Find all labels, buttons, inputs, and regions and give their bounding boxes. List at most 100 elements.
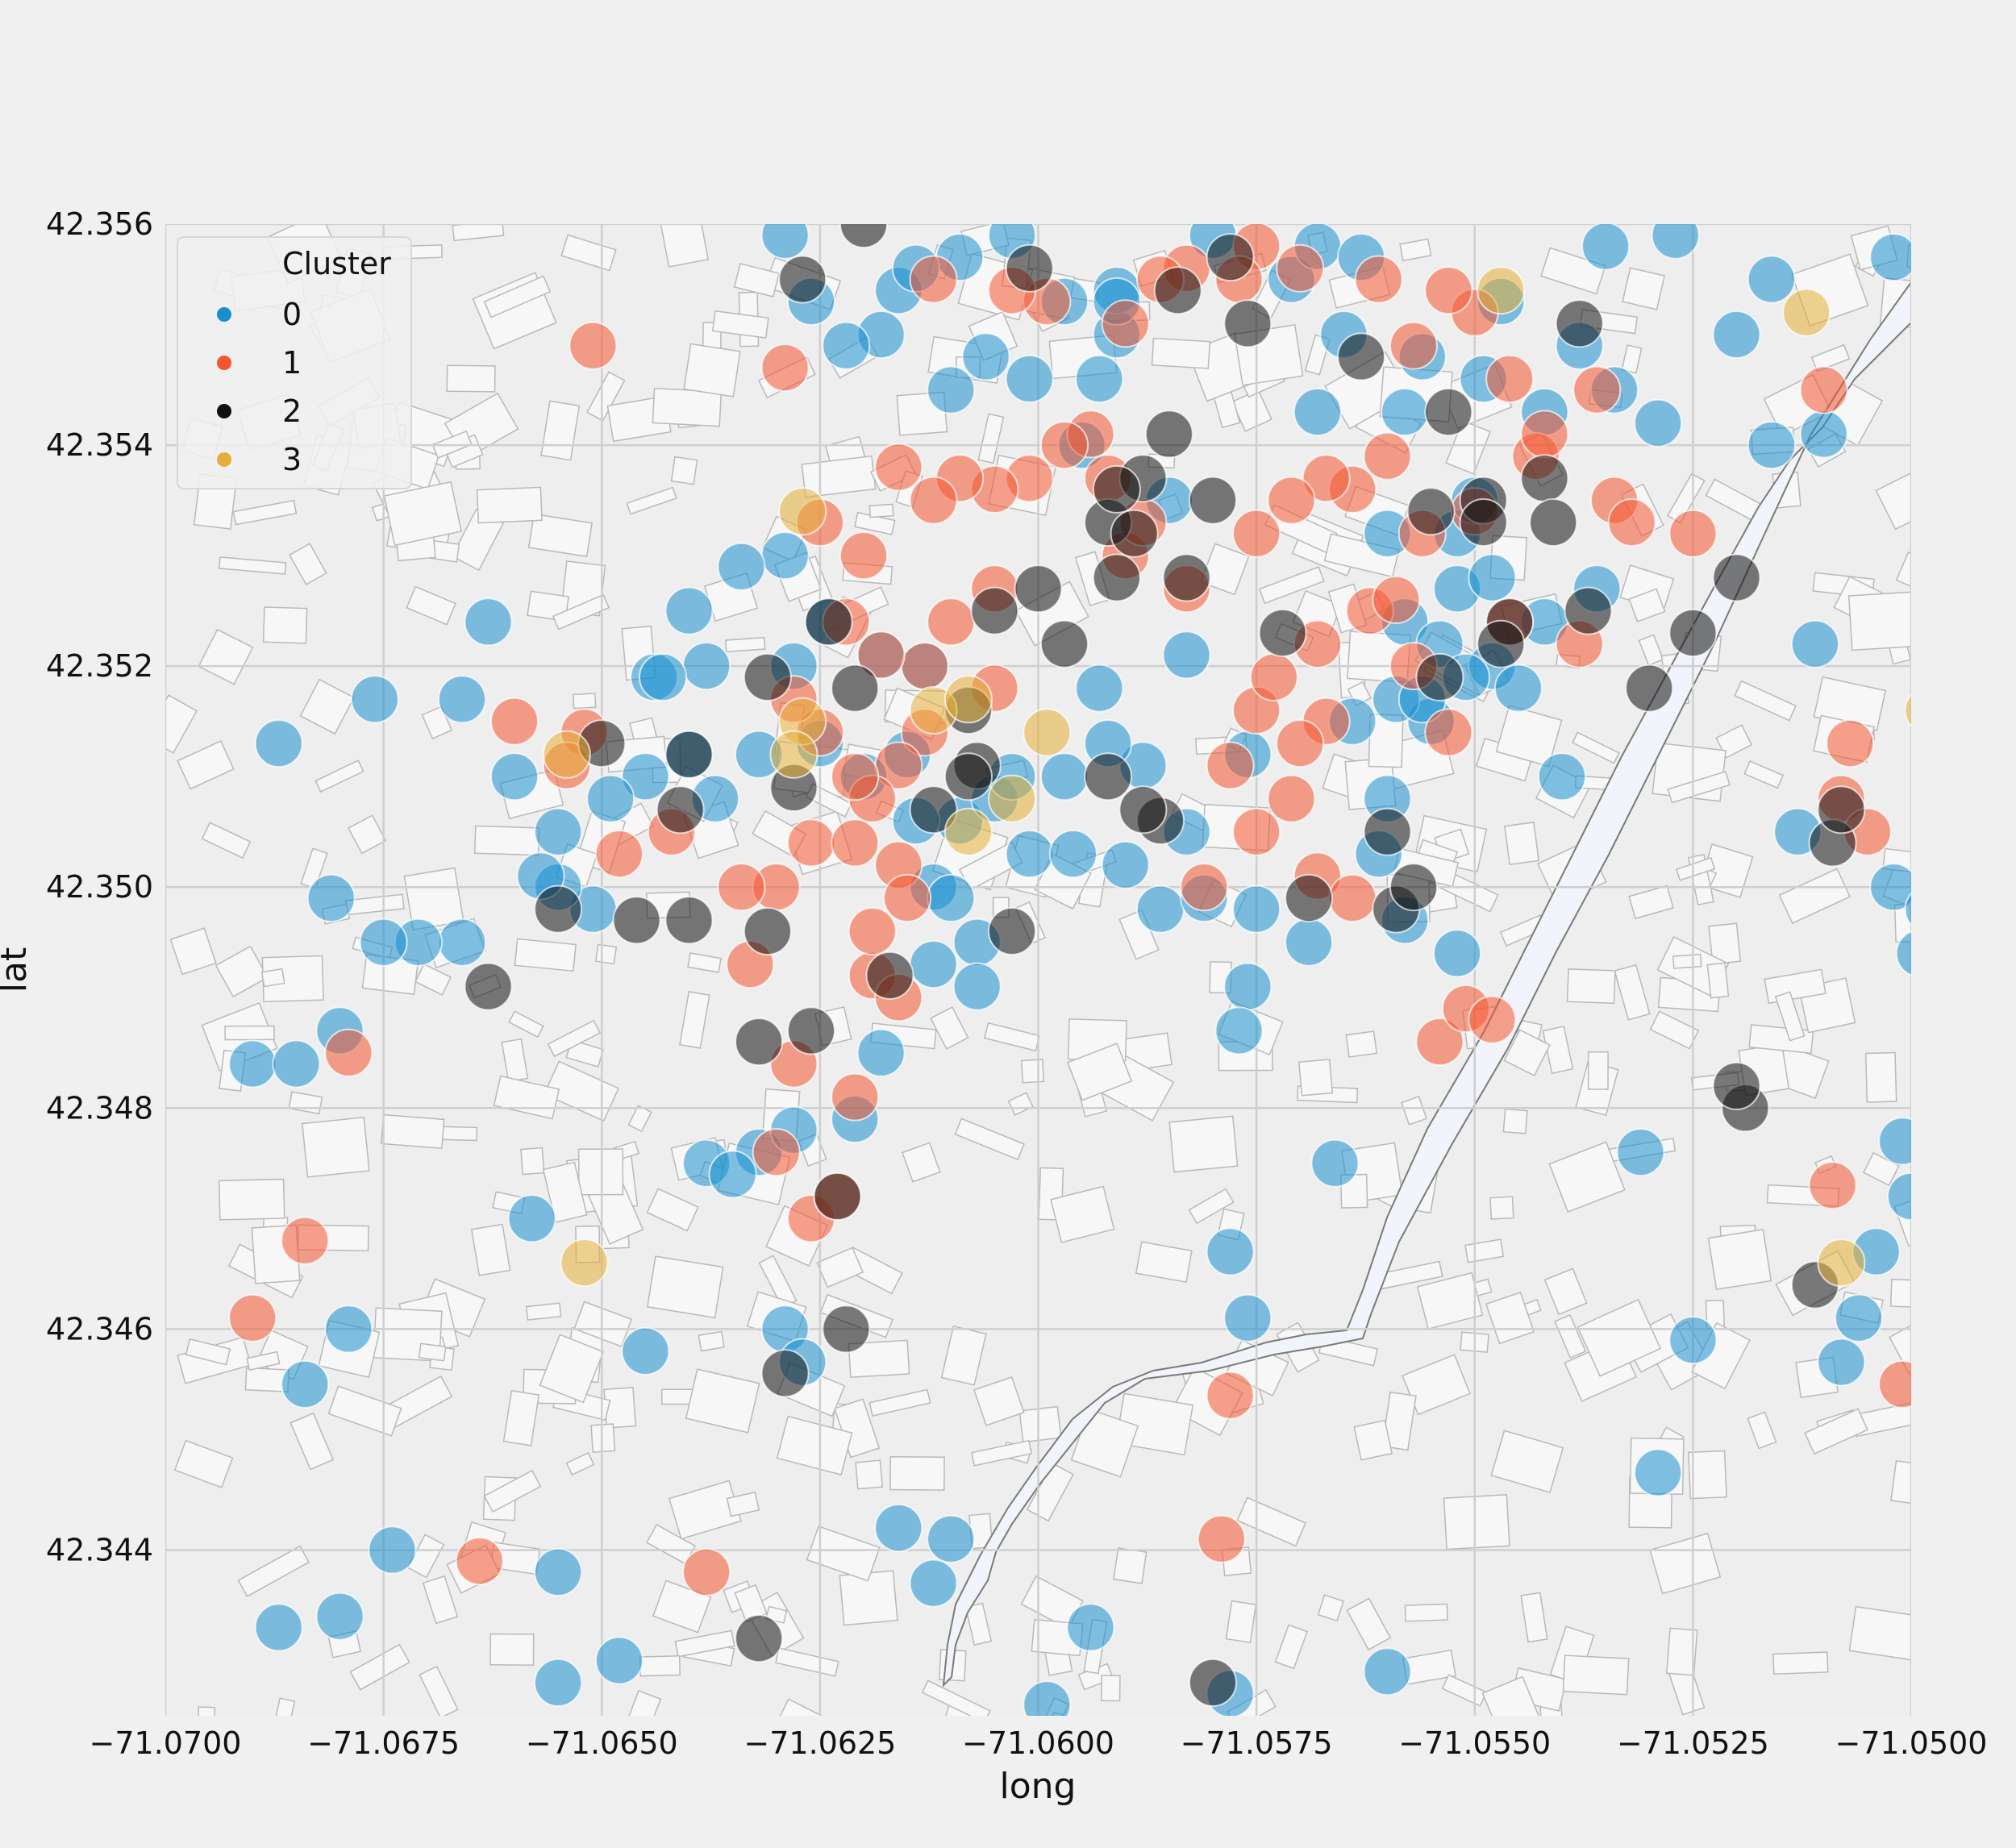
y-tick-label: 42.356 [46, 206, 153, 242]
point-cluster-2 [1005, 243, 1054, 293]
point-cluster-2 [534, 884, 583, 934]
building [1200, 543, 1250, 596]
building [565, 1451, 595, 1476]
point-cluster-0 [1799, 410, 1848, 459]
point-cluster-1 [1468, 995, 1517, 1044]
building [685, 1368, 760, 1434]
point-cluster-0 [1887, 1172, 1911, 1221]
point-cluster-2 [787, 1006, 835, 1055]
point-cluster-3 [988, 774, 1036, 823]
point-cluster-0 [760, 531, 810, 581]
scatter-points [228, 224, 1911, 1716]
point-cluster-0 [1869, 863, 1911, 912]
x-tick-label: −71.0550 [1398, 1725, 1551, 1761]
point-cluster-2 [1817, 785, 1866, 835]
point-cluster-2 [1144, 410, 1193, 459]
point-cluster-1 [490, 697, 539, 746]
building [1847, 591, 1911, 651]
building [698, 1330, 725, 1352]
building [196, 1706, 216, 1716]
point-cluster-0 [306, 873, 356, 922]
building [1542, 1026, 1574, 1075]
point-cluster-0 [760, 224, 810, 260]
point-cluster-1 [281, 1216, 330, 1265]
x-tick-label: −71.0700 [90, 1725, 242, 1761]
point-cluster-0 [1232, 884, 1281, 934]
building [1562, 1654, 1630, 1696]
point-cluster-1 [831, 1072, 880, 1122]
point-cluster-2 [1223, 299, 1272, 348]
point-cluster-1 [1520, 410, 1569, 459]
legend-title: Cluster [282, 246, 391, 281]
building [525, 1302, 562, 1321]
building [1848, 1605, 1911, 1661]
point-cluster-0 [927, 873, 976, 922]
building [687, 952, 722, 973]
building [406, 1534, 445, 1579]
building [1548, 1141, 1626, 1213]
legend-label-1: 1 [282, 345, 302, 381]
point-cluster-1 [1826, 719, 1875, 768]
building [224, 1025, 275, 1041]
point-cluster-0 [1747, 255, 1796, 304]
point-cluster-0 [1075, 664, 1124, 713]
point-cluster-1 [1363, 431, 1412, 481]
building [1399, 238, 1432, 262]
point-cluster-1 [1415, 1018, 1464, 1067]
point-cluster-0 [1538, 752, 1586, 801]
point-cluster-2 [760, 1349, 810, 1398]
point-cluster-2 [743, 652, 792, 701]
building [314, 760, 364, 793]
y-tick-label: 42.348 [46, 1090, 153, 1126]
x-axis-label: long [1000, 1766, 1077, 1807]
point-cluster-0 [1381, 388, 1430, 436]
building [1688, 1450, 1727, 1500]
point-cluster-2 [1529, 498, 1578, 547]
point-cluster-0 [507, 1194, 556, 1243]
point-cluster-1 [883, 873, 932, 922]
point-cluster-2 [1258, 609, 1307, 657]
point-cluster-0 [909, 940, 958, 989]
building [552, 593, 610, 631]
building [868, 1388, 931, 1417]
point-cluster-0 [664, 586, 714, 635]
building [733, 263, 780, 298]
legend-marker-3 [217, 452, 231, 467]
point-cluster-2 [1014, 564, 1063, 614]
point-cluster-1 [455, 1537, 504, 1586]
building [1274, 1624, 1308, 1670]
building [446, 364, 496, 393]
point-cluster-0 [1581, 224, 1631, 271]
point-cluster-0 [1101, 840, 1150, 889]
x-tick-label: −71.0500 [1835, 1725, 1988, 1761]
building [542, 1161, 588, 1223]
building [1554, 1313, 1587, 1359]
building [508, 1010, 544, 1038]
building [683, 343, 741, 397]
building [201, 822, 252, 859]
building [527, 513, 593, 558]
point-cluster-0 [1634, 1448, 1683, 1497]
building [725, 636, 766, 653]
building [660, 224, 710, 268]
point-cluster-2 [1555, 299, 1604, 348]
building [1416, 1272, 1484, 1330]
point-cluster-0 [909, 1559, 958, 1608]
building [1667, 770, 1731, 804]
point-cluster-0 [1747, 421, 1796, 470]
point-cluster-0 [1817, 1338, 1866, 1387]
point-cluster-2 [831, 664, 880, 713]
building [1890, 1459, 1911, 1507]
point-cluster-0 [1651, 224, 1700, 260]
building [1050, 1185, 1115, 1243]
point-cluster-0 [621, 752, 670, 801]
building [1168, 1115, 1239, 1173]
point-cluster-1 [594, 830, 644, 879]
point-cluster-1 [1249, 652, 1298, 701]
building [473, 825, 540, 856]
building [1628, 884, 1674, 920]
point-cluster-0 [1790, 619, 1839, 668]
point-cluster-2 [1084, 752, 1133, 801]
point-cluster-0 [534, 807, 583, 856]
